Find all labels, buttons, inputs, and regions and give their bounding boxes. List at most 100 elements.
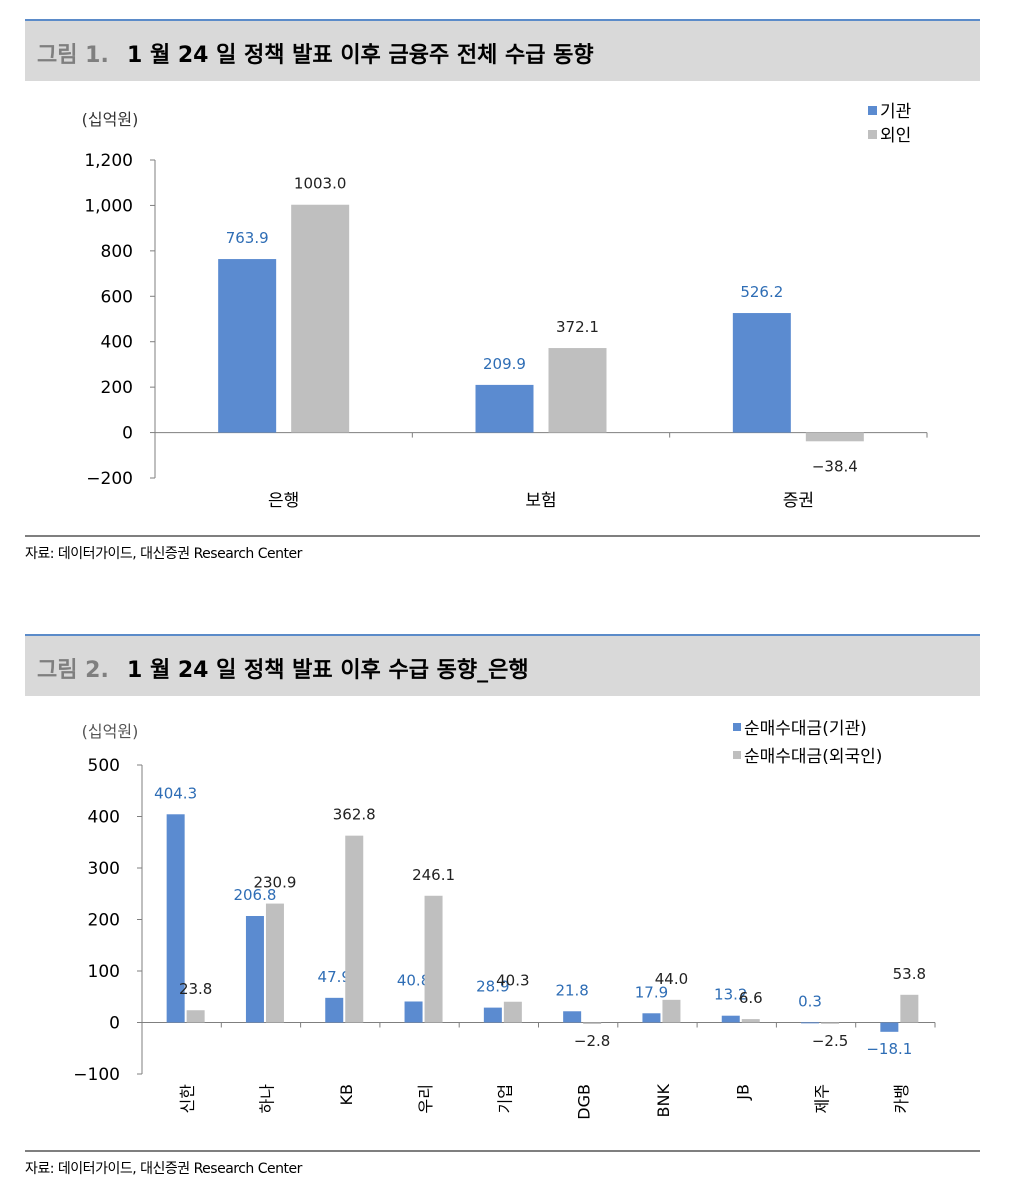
y-tick-label: 200 [101,378,133,398]
y-tick-label: 0 [109,1014,120,1034]
y-tick-label: 400 [101,333,133,353]
bar-foreign [503,1001,522,1023]
y-tick-label: −200 [86,469,133,489]
figure-1-title: 1 월 24 일 정책 발표 이후 금융주 전체 수급 동향 [127,43,594,68]
legend-label: 외인 [880,126,911,146]
data-label: 40.3 [496,972,529,990]
data-label: 372.1 [556,318,599,336]
y-tick-label: 1,000 [84,196,133,216]
legend-label: 순매수대금(기관) [744,719,867,739]
y-tick-label: 100 [88,962,120,982]
data-label: 44.0 [655,970,688,988]
bar-foreign [345,835,364,1023]
x-category-label: 제주 [813,1084,832,1113]
bar-institution [483,1007,502,1023]
y-axis-unit: (십억원) [82,110,139,129]
bar-institution [245,915,264,1023]
legend-label: 순매수대금(외국인) [744,747,882,767]
y-tick-label: 1,200 [84,151,133,171]
legend-swatch [868,130,877,139]
data-label: −18.1 [866,1040,912,1058]
y-axis-unit: (십억원) [82,722,139,741]
y-tick-label: 500 [88,756,120,776]
bar-foreign [821,1022,840,1024]
x-category-label: DGB [575,1084,594,1120]
x-category-label: 카뱅 [892,1084,911,1113]
x-category-label: JB [733,1084,752,1101]
bar-institution [475,384,534,433]
x-category-label: 하나 [258,1084,277,1114]
bar-foreign [186,1010,205,1023]
x-category-label: 은행 [268,491,299,511]
data-label: 206.8 [233,886,276,904]
data-label: 1003.0 [294,175,347,193]
bar-institution [166,814,185,1023]
data-label: 763.9 [226,229,269,247]
legend-swatch [733,723,741,731]
bar-foreign [805,432,864,442]
data-label: 404.3 [154,784,197,802]
x-category-label: 증권 [783,491,814,511]
bar-institution [404,1001,423,1023]
legend-swatch [868,106,877,115]
legend-swatch [733,751,741,759]
figure-2-header: 그림 2. 1 월 24 일 정책 발표 이후 수급 동향_은행 [25,634,980,696]
y-tick-label: 800 [101,242,133,262]
data-label: 0.3 [798,992,822,1010]
x-category-label: 기업 [495,1084,514,1113]
bar-foreign [662,999,681,1023]
figure-1-number: 그림 1. [37,43,109,68]
legend-label: 기관 [880,102,911,122]
bar-institution [732,313,791,433]
figure-1-header: 그림 1. 1 월 24 일 정책 발표 이후 금융주 전체 수급 동향 [25,19,980,81]
data-label: 6.6 [739,989,763,1007]
data-label: 246.1 [412,866,455,884]
bar-institution [325,997,344,1023]
bar-institution [801,1022,820,1024]
bar-foreign [265,903,284,1023]
bar-foreign [291,204,350,433]
data-label: 47.9 [318,968,351,986]
bar-institution [880,1022,899,1032]
data-label: −38.4 [812,457,858,475]
figure-1-chart: (십억원) −200 0 200 400 600 800 1,000 1,200 은행 763.9 1… [82,102,928,511]
data-label: 230.9 [253,874,296,892]
figure-2-number: 그림 2. [37,658,109,683]
figure-1-source: 자료: 데이터가이드, 대신증권 Research Center [25,535,980,563]
x-category-label: BNK [654,1083,673,1117]
x-category-label: 우리 [416,1084,435,1113]
bar-foreign [900,994,919,1023]
y-tick-label: −100 [73,1065,120,1085]
y-tick-label: 600 [101,287,133,307]
x-category-label: KB [337,1084,356,1105]
data-label: 362.8 [333,806,376,824]
bar-institution [563,1011,582,1023]
bar-institution [721,1015,740,1023]
data-label: 23.8 [179,980,212,998]
figure-2-source: 자료: 데이터가이드, 대신증권 Research Center [25,1150,980,1178]
data-label: 13.2 [714,986,747,1004]
bar-foreign [424,895,443,1023]
y-tick-label: 200 [88,911,120,931]
data-label: 53.8 [893,965,926,983]
data-label: −2.8 [574,1032,610,1050]
bar-institution [218,259,277,433]
figure-2-title: 1 월 24 일 정책 발표 이후 수급 동향_은행 [127,658,529,683]
data-label: 28.9 [476,978,509,996]
x-category-label: 보험 [525,491,556,511]
data-label: 209.9 [483,355,526,373]
data-label: −2.5 [812,1032,848,1050]
bar-institution [642,1013,661,1023]
data-label: 526.2 [740,283,783,301]
y-tick-label: 300 [88,859,120,879]
bar-foreign [548,348,607,433]
data-label: 17.9 [635,983,668,1001]
figure-2-chart: (십억원) −100 0 100 200 300 400 500 신한 404.3 23.8 하나 20… [73,719,936,1120]
y-tick-label: 400 [88,808,120,828]
bar-foreign [741,1019,760,1023]
y-tick-label: 0 [122,424,133,444]
x-category-label: 신한 [178,1084,197,1114]
data-label: 21.8 [555,981,588,999]
data-label: 40.8 [397,971,430,989]
bar-foreign [583,1022,602,1024]
